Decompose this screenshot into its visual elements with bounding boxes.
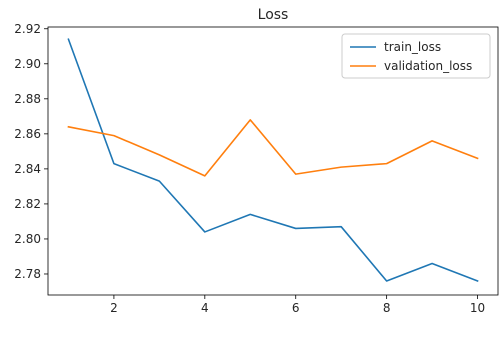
x-tick-label: 10	[470, 301, 485, 315]
y-tick-label: 2.82	[14, 197, 41, 211]
y-tick-label: 2.88	[14, 92, 41, 106]
legend-label-validation-loss: validation_loss	[384, 59, 472, 73]
plot-area	[67, 38, 479, 283]
x-tick-label: 4	[201, 301, 209, 315]
legend-label-train-loss: train_loss	[384, 40, 441, 54]
series-line-validation-loss	[67, 119, 479, 177]
y-tick-label: 2.80	[14, 232, 41, 246]
y-tick-label: 2.86	[14, 127, 41, 141]
x-tick-label: 2	[110, 301, 118, 315]
y-tick-label: 2.90	[14, 57, 41, 71]
x-tick-label: 6	[292, 301, 300, 315]
chart-title: Loss	[258, 7, 289, 23]
legend: train_loss validation_loss	[341, 33, 491, 79]
axes-frame	[47, 26, 499, 296]
axes: 2 4 6 8 10 2.78 2.80 2.82 2.84 2.86 2.88 2.90 2.92	[14, 22, 499, 315]
series-line-train-loss	[67, 38, 479, 283]
y-tick-label: 2.92	[14, 22, 41, 36]
legend-box	[341, 33, 491, 79]
x-tick-label: 8	[383, 301, 391, 315]
y-tick-label: 2.84	[14, 162, 41, 176]
y-tick-label: 2.78	[14, 267, 41, 281]
